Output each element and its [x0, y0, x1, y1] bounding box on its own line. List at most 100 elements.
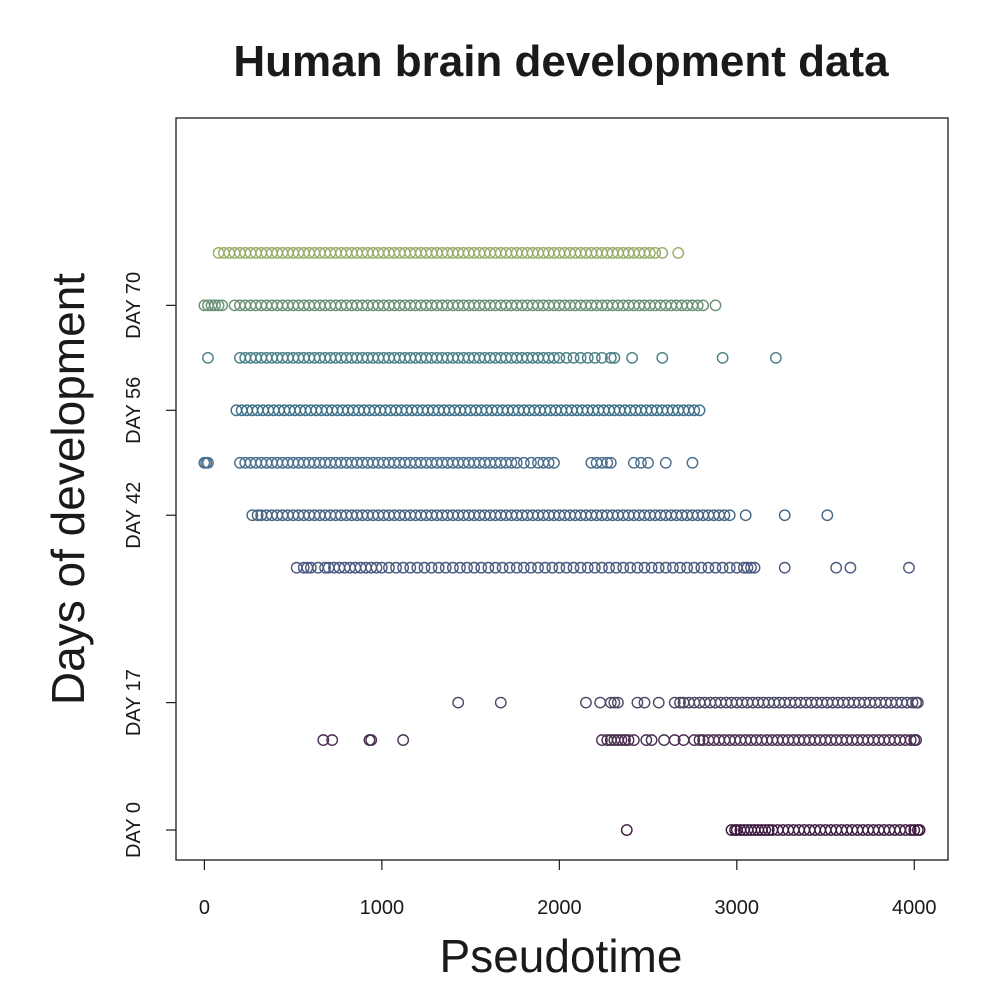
data-point: [548, 456, 560, 469]
data-point: [645, 734, 658, 746]
data-point: [624, 561, 637, 574]
x-tick-label: 2000: [537, 897, 582, 919]
data-point: [697, 299, 709, 312]
data-point: [627, 734, 640, 746]
series-day-35: [290, 561, 915, 574]
y-tick-label: DAY 0: [123, 802, 145, 858]
series-day-0: [620, 824, 926, 836]
data-point: [548, 351, 560, 364]
data-point: [596, 456, 608, 469]
data-point: [496, 561, 509, 574]
data-point: [762, 824, 775, 836]
data-point: [397, 561, 410, 574]
data-point: [612, 696, 624, 709]
data-point: [370, 561, 383, 574]
data-points: [198, 247, 926, 836]
data-point: [567, 561, 580, 574]
data-point: [659, 456, 672, 469]
data-point: [691, 299, 704, 312]
data-point: [748, 561, 761, 574]
data-point: [638, 561, 651, 574]
chart-title: Human brain development data: [233, 37, 889, 86]
data-point: [656, 247, 669, 259]
plot-frame: [175, 117, 949, 861]
data-point: [297, 561, 310, 574]
data-point: [769, 351, 782, 364]
data-point: [617, 561, 630, 574]
data-point: [652, 696, 665, 709]
data-point: [446, 561, 459, 574]
data-point: [525, 456, 537, 469]
data-point: [604, 696, 617, 709]
data-point: [574, 351, 587, 364]
data-point: [603, 561, 615, 574]
data-point: [908, 824, 921, 836]
data-point: [610, 561, 623, 574]
data-point: [723, 509, 736, 522]
data-point: [588, 561, 601, 574]
data-point: [604, 351, 617, 364]
data-point: [574, 561, 587, 574]
data-point: [365, 734, 378, 746]
data-point: [594, 696, 607, 709]
data-point: [454, 561, 466, 574]
data-point: [418, 561, 431, 574]
data-point: [709, 561, 722, 574]
data-point: [741, 561, 754, 574]
data-point: [658, 734, 670, 746]
data-point: [604, 456, 617, 469]
data-point: [667, 561, 679, 574]
data-point: [525, 561, 537, 574]
data-point: [567, 351, 580, 364]
data-point: [635, 456, 647, 469]
data-point: [608, 351, 621, 364]
data-point: [695, 561, 708, 574]
data-point: [739, 509, 752, 522]
y-tick-label: DAY 56: [123, 377, 145, 444]
y-axis: DAY 0 DAY 17 DAY 42 DAY 56 DAY 70: [123, 272, 176, 858]
data-point: [656, 351, 669, 364]
data-point: [778, 561, 791, 574]
data-point: [317, 734, 330, 746]
data-point: [532, 561, 544, 574]
data-point: [899, 824, 912, 836]
data-point: [375, 561, 388, 574]
series-day-70: [198, 299, 722, 312]
data-point: [517, 456, 530, 469]
x-tick-label: 1000: [360, 897, 405, 919]
data-point: [615, 734, 628, 746]
data-point: [631, 696, 644, 709]
data-point: [383, 561, 395, 574]
data-point: [672, 247, 685, 259]
data-point: [913, 824, 926, 836]
data-point: [553, 351, 566, 364]
data-point: [411, 561, 424, 574]
data-point: [202, 351, 214, 364]
data-point: [821, 509, 834, 522]
x-axis-title: Pseudotime: [440, 930, 683, 982]
data-point: [652, 561, 665, 574]
data-point: [596, 351, 608, 364]
series-day-42: [246, 509, 834, 522]
data-point: [216, 299, 229, 312]
data-point: [778, 509, 791, 522]
data-point: [903, 561, 915, 574]
data-point: [681, 561, 694, 574]
data-point: [503, 561, 516, 574]
data-point: [542, 456, 555, 469]
data-point: [702, 561, 715, 574]
data-point: [674, 561, 686, 574]
data-point: [439, 561, 452, 574]
data-point: [510, 561, 523, 574]
y-tick-label: DAY 70: [123, 272, 145, 339]
data-point: [596, 561, 608, 574]
data-point: [688, 561, 701, 574]
data-point: [622, 734, 635, 746]
data-point: [640, 734, 653, 746]
series-day-63: [202, 351, 782, 364]
data-point: [716, 351, 729, 364]
data-point: [608, 696, 621, 709]
data-point: [560, 351, 573, 364]
x-axis: 0 1000 2000 3000 4000: [199, 860, 937, 919]
series-day-77: [212, 247, 685, 259]
